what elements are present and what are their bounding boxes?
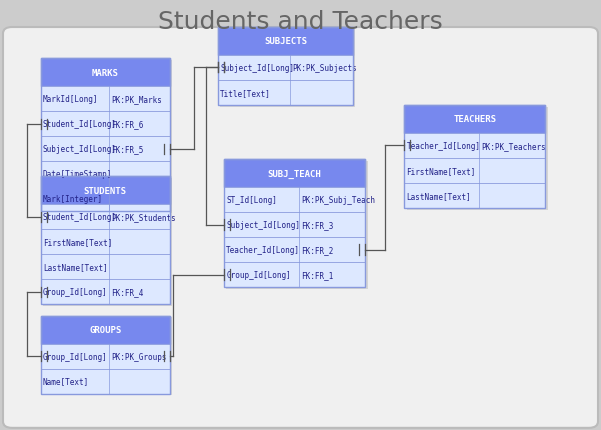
FancyBboxPatch shape — [43, 318, 172, 396]
FancyBboxPatch shape — [407, 108, 548, 210]
FancyBboxPatch shape — [3, 28, 598, 428]
Text: ST_Id[Long]: ST_Id[Long] — [226, 196, 277, 205]
Text: PK:PK_Students: PK:PK_Students — [111, 213, 176, 222]
Text: FirstName[Text]: FirstName[Text] — [43, 238, 112, 247]
Text: SUBJ_TEACH: SUBJ_TEACH — [267, 169, 322, 178]
FancyBboxPatch shape — [40, 255, 169, 280]
Text: Group_Id[Long]: Group_Id[Long] — [226, 270, 291, 280]
Text: Student_Id[Long]: Student_Id[Long] — [43, 213, 117, 222]
FancyBboxPatch shape — [224, 262, 365, 287]
Text: MARKS: MARKS — [92, 69, 118, 77]
Text: PK:PK_Groups: PK:PK_Groups — [111, 352, 167, 361]
FancyBboxPatch shape — [224, 237, 365, 262]
Text: Mark[Integer]: Mark[Integer] — [43, 195, 103, 204]
FancyBboxPatch shape — [218, 81, 353, 106]
Text: Teacher_Id[Long]: Teacher_Id[Long] — [226, 246, 300, 255]
Text: Student_Id[Long]: Student_Id[Long] — [43, 120, 117, 129]
FancyBboxPatch shape — [218, 56, 353, 81]
FancyBboxPatch shape — [40, 316, 169, 344]
FancyBboxPatch shape — [40, 369, 169, 394]
FancyBboxPatch shape — [40, 87, 169, 112]
Text: PK:PK_Subj_Teach: PK:PK_Subj_Teach — [301, 196, 375, 205]
FancyBboxPatch shape — [43, 61, 172, 214]
FancyBboxPatch shape — [40, 280, 169, 304]
Text: Group_Id[Long]: Group_Id[Long] — [43, 352, 108, 361]
Text: Subject_Id[Long]: Subject_Id[Long] — [43, 145, 117, 154]
Text: Name[Text]: Name[Text] — [43, 377, 89, 386]
FancyBboxPatch shape — [40, 112, 169, 137]
Text: Title[Text]: Title[Text] — [221, 89, 271, 98]
FancyBboxPatch shape — [224, 160, 365, 187]
FancyBboxPatch shape — [40, 162, 169, 187]
Text: SUBJECTS: SUBJECTS — [264, 37, 307, 46]
FancyBboxPatch shape — [224, 187, 365, 213]
Text: MarkId[Long]: MarkId[Long] — [43, 95, 99, 104]
Text: FK:FR_5: FK:FR_5 — [111, 145, 144, 154]
Text: FK:FR_6: FK:FR_6 — [111, 120, 144, 129]
Text: Students and Teachers: Students and Teachers — [158, 9, 443, 34]
FancyBboxPatch shape — [404, 184, 546, 209]
Text: LastName[Text]: LastName[Text] — [407, 191, 471, 200]
Text: Subject_Id[Long]: Subject_Id[Long] — [226, 221, 300, 230]
Text: FK:FR_2: FK:FR_2 — [301, 246, 334, 255]
FancyBboxPatch shape — [404, 106, 546, 134]
FancyBboxPatch shape — [221, 30, 356, 108]
Text: FK:FR_3: FK:FR_3 — [301, 221, 334, 230]
Text: FirstName[Text]: FirstName[Text] — [407, 166, 476, 175]
FancyBboxPatch shape — [404, 134, 546, 159]
FancyBboxPatch shape — [40, 230, 169, 255]
FancyBboxPatch shape — [224, 212, 365, 237]
Text: TEACHERS: TEACHERS — [453, 115, 496, 124]
FancyBboxPatch shape — [40, 59, 169, 87]
Text: PK:PK_Teachers: PK:PK_Teachers — [481, 141, 546, 150]
FancyBboxPatch shape — [40, 137, 169, 162]
FancyBboxPatch shape — [43, 179, 172, 307]
FancyBboxPatch shape — [218, 28, 353, 56]
FancyBboxPatch shape — [40, 344, 169, 369]
FancyBboxPatch shape — [226, 161, 367, 289]
Text: PK:PK_Marks: PK:PK_Marks — [111, 95, 162, 104]
Text: FK:FR_1: FK:FR_1 — [301, 270, 334, 280]
Text: Subject_Id[Long]: Subject_Id[Long] — [221, 64, 294, 73]
FancyBboxPatch shape — [404, 158, 546, 184]
FancyBboxPatch shape — [40, 177, 169, 205]
Text: Teacher_Id[Long]: Teacher_Id[Long] — [407, 141, 481, 150]
Text: PK:PK_Subjects: PK:PK_Subjects — [292, 64, 356, 73]
FancyBboxPatch shape — [40, 187, 169, 212]
Text: Group_Id[Long]: Group_Id[Long] — [43, 288, 108, 297]
Text: LastName[Text]: LastName[Text] — [43, 263, 108, 272]
Text: Date[TimeStamp]: Date[TimeStamp] — [43, 170, 112, 179]
FancyBboxPatch shape — [40, 205, 169, 230]
Text: GROUPS: GROUPS — [89, 326, 121, 334]
Text: STUDENTS: STUDENTS — [84, 187, 127, 195]
Text: FK:FR_4: FK:FR_4 — [111, 288, 144, 297]
